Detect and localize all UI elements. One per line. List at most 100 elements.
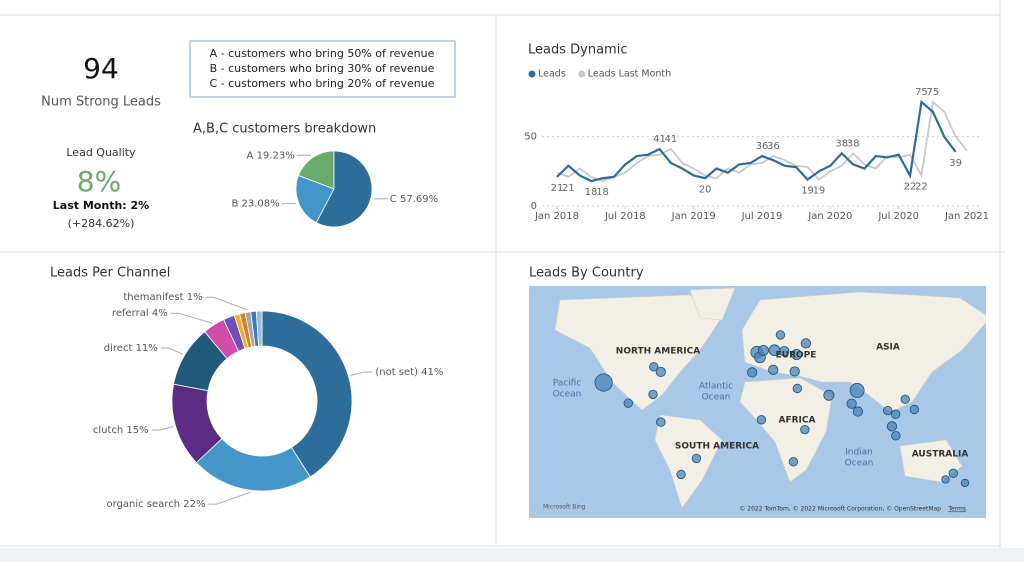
map-bubble [747,367,758,378]
map-bubble [948,468,958,478]
ocean-label: Ocean [845,459,874,469]
map-bubble [800,424,810,435]
legend-line: A - customers who bring 50% of revenue [210,47,435,60]
x-tick-label: Jan 2020 [807,211,852,222]
legend-line: B - customers who bring 30% of revenue [210,62,435,75]
y-tick-label: 0 [531,201,537,212]
data-label: 38 [835,138,848,149]
label-category: themanifest [123,292,183,303]
data-label: 19 [813,186,826,197]
data-label: 22 [904,181,917,192]
map-bubble [891,409,901,420]
donut-slice [255,310,263,347]
data-label: 75 [915,87,928,98]
chart-title: Leads Dynamic [528,43,627,58]
kpi-label: Num Strong Leads [41,95,161,110]
leader-line [160,347,184,355]
land [741,291,986,413]
data-label: 36 [767,141,780,152]
map-bubble [655,366,666,378]
leader-line [151,426,174,431]
data-label: referral 4% [112,308,168,319]
map-bubble [960,478,970,488]
map-bubble [941,475,950,484]
label-category: C [390,194,397,205]
y-tick-label: 50 [524,132,537,143]
legend-box [189,40,456,98]
label-category: organic search [107,499,181,510]
land [689,287,736,321]
map-bubble [594,373,613,392]
map-label: AUSTRALIA [912,450,969,460]
map-bubble [882,405,893,416]
leader-line [170,312,213,324]
label-category: clutch [93,425,123,436]
map-bubble [788,457,799,467]
map-bubble [768,364,779,376]
label-category: A [247,150,254,161]
label-category: direct [104,343,133,354]
data-label: 38 [847,138,860,149]
label-value: 4% [152,308,168,319]
ocean-label: Pacific [553,379,582,389]
data-label: (not set) 41% [375,367,443,378]
data-label: 20 [699,184,712,195]
lq-last: Last Month: 2% [53,199,149,212]
map-bubble [823,389,835,401]
kpi-value: 94 [83,52,119,85]
data-label: C 57.69% [390,194,438,205]
data-label: direct 11% [104,343,158,354]
map-bubble [691,453,702,464]
map-bubble [886,421,898,432]
donut-slice [261,310,353,478]
label-value: 22% [183,499,205,510]
map-bubble [757,344,769,356]
legend-label: Leads [538,69,566,80]
chart-title: A,B,C customers breakdown [193,122,376,137]
map-bubble [779,346,790,357]
x-tick-label: Jan 2018 [534,211,579,222]
map-logo: Microsoft Bing [543,504,586,511]
map-label: SOUTH AMERICA [675,442,759,452]
x-tick-label: Jan 2019 [671,211,716,222]
label-value: 11% [136,343,158,354]
data-label: themanifest 1% [123,292,202,303]
label-value: 23.08% [242,199,280,210]
legend-marker [578,70,586,78]
legend-label: Leads Last Month [588,69,671,80]
map-attribution: © 2022 TomTom, © 2022 Microsoft Corporat… [739,506,941,513]
data-label: 75 [926,87,939,98]
data-label: 21 [562,183,575,194]
x-tick-label: Jul 2018 [604,211,646,222]
label-category: referral [112,308,149,319]
pie-slice [315,150,373,228]
data-label: 18 [585,187,598,198]
map-bubble [648,389,658,400]
data-label: 41 [653,134,666,145]
lq-change: (+284.62%) [68,217,135,230]
ocean-label: Ocean [553,390,582,400]
label-value: 57.69% [400,194,438,205]
leader-line [205,296,248,311]
leader-line [350,371,373,376]
footer-strip [0,548,1024,562]
map-label: NORTH AMERICA [616,347,700,357]
map-bubble [656,417,666,427]
label-value: 15% [126,425,148,436]
label-value: 41% [421,367,443,378]
leader-line [208,491,251,505]
map-bubble [846,398,857,409]
data-label: 39 [949,158,962,169]
map-bubble [775,330,786,340]
data-label: B 23.08% [231,199,279,210]
lq-title: Lead Quality [66,146,136,159]
map-bubble [849,383,865,398]
legend-line: C - customers who bring 20% of revenue [210,77,435,90]
land [554,287,986,509]
data-label: 22 [915,181,928,192]
map-bubble [909,404,919,415]
map-bubble [649,362,659,372]
ocean-label: Ocean [702,393,731,403]
data-label: 21 [551,183,564,194]
